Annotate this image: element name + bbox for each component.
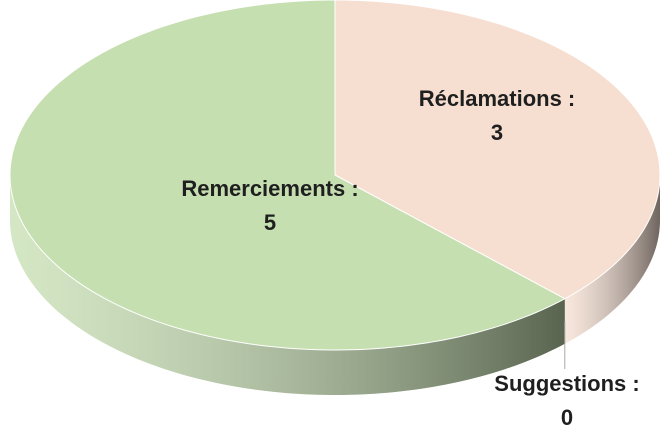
slice <box>334 0 661 300</box>
slice <box>9 0 566 351</box>
slice-label: Remerciements : <box>181 176 358 201</box>
slice-label: Suggestions : <box>494 371 639 396</box>
slice-side-shade <box>564 175 660 344</box>
slice-label: Réclamations : <box>419 86 576 111</box>
slice-side-shade <box>10 175 565 395</box>
slice-value: 0 <box>561 405 573 430</box>
slice-value: 5 <box>264 210 276 235</box>
slice-value: 3 <box>491 120 503 145</box>
